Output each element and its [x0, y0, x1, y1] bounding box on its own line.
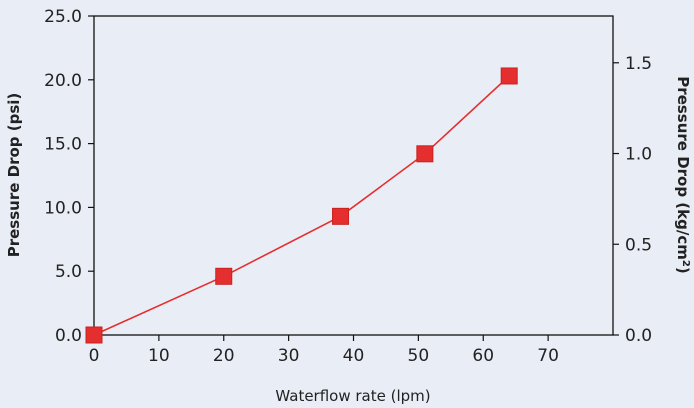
right-y-axis-title-sup: 2: [681, 260, 692, 267]
x-tick-label: 30: [278, 346, 300, 366]
right-y-tick-label: 1.0: [625, 145, 652, 165]
right-y-tick-label: 0.0: [625, 326, 652, 346]
left-y-axis-title: Pressure Drop (psi): [5, 93, 23, 258]
data-point-marker: [416, 145, 434, 163]
left-y-tick-label: 25.0: [44, 7, 82, 27]
data-point-marker: [500, 67, 518, 85]
x-tick-label: 0: [89, 346, 100, 366]
x-tick-label: 20: [213, 346, 235, 366]
x-tick-label: 50: [408, 346, 430, 366]
right-y-axis-title-close: ): [674, 267, 692, 274]
right-y-axis-title-main: Pressure Drop (kg/cm: [674, 76, 692, 260]
series-line: [93, 75, 510, 336]
plot-frame: [93, 15, 614, 336]
x-tick-label: 60: [472, 346, 494, 366]
series-layer: [85, 67, 518, 344]
left-y-tick-label: 10.0: [44, 198, 82, 218]
left-y-tick-label: 0.0: [55, 326, 82, 346]
x-tick-label: 70: [537, 346, 559, 366]
x-axis-title: Waterflow rate (lpm): [275, 387, 430, 405]
right-y-tick-label: 0.5: [625, 235, 652, 255]
right-y-axis: 0.0 0.5 1.0 1.5: [613, 54, 652, 346]
data-point-marker: [215, 267, 233, 285]
data-point-marker: [332, 207, 350, 225]
left-y-tick-label: 20.0: [44, 71, 82, 91]
x-axis: 0 10 20 30 40 50 60 70: [89, 335, 559, 366]
x-tick-label: 40: [343, 346, 365, 366]
data-point-marker: [85, 326, 103, 344]
x-tick-label: 10: [148, 346, 170, 366]
left-y-tick-label: 5.0: [55, 262, 82, 282]
right-y-axis-title: Pressure Drop (kg/cm2): [674, 76, 692, 273]
left-y-tick-label: 15.0: [44, 135, 82, 155]
left-y-axis: 0.0 5.0 10.0 15.0 20.0 25.0: [44, 7, 94, 346]
right-y-tick-label: 1.5: [625, 54, 652, 74]
